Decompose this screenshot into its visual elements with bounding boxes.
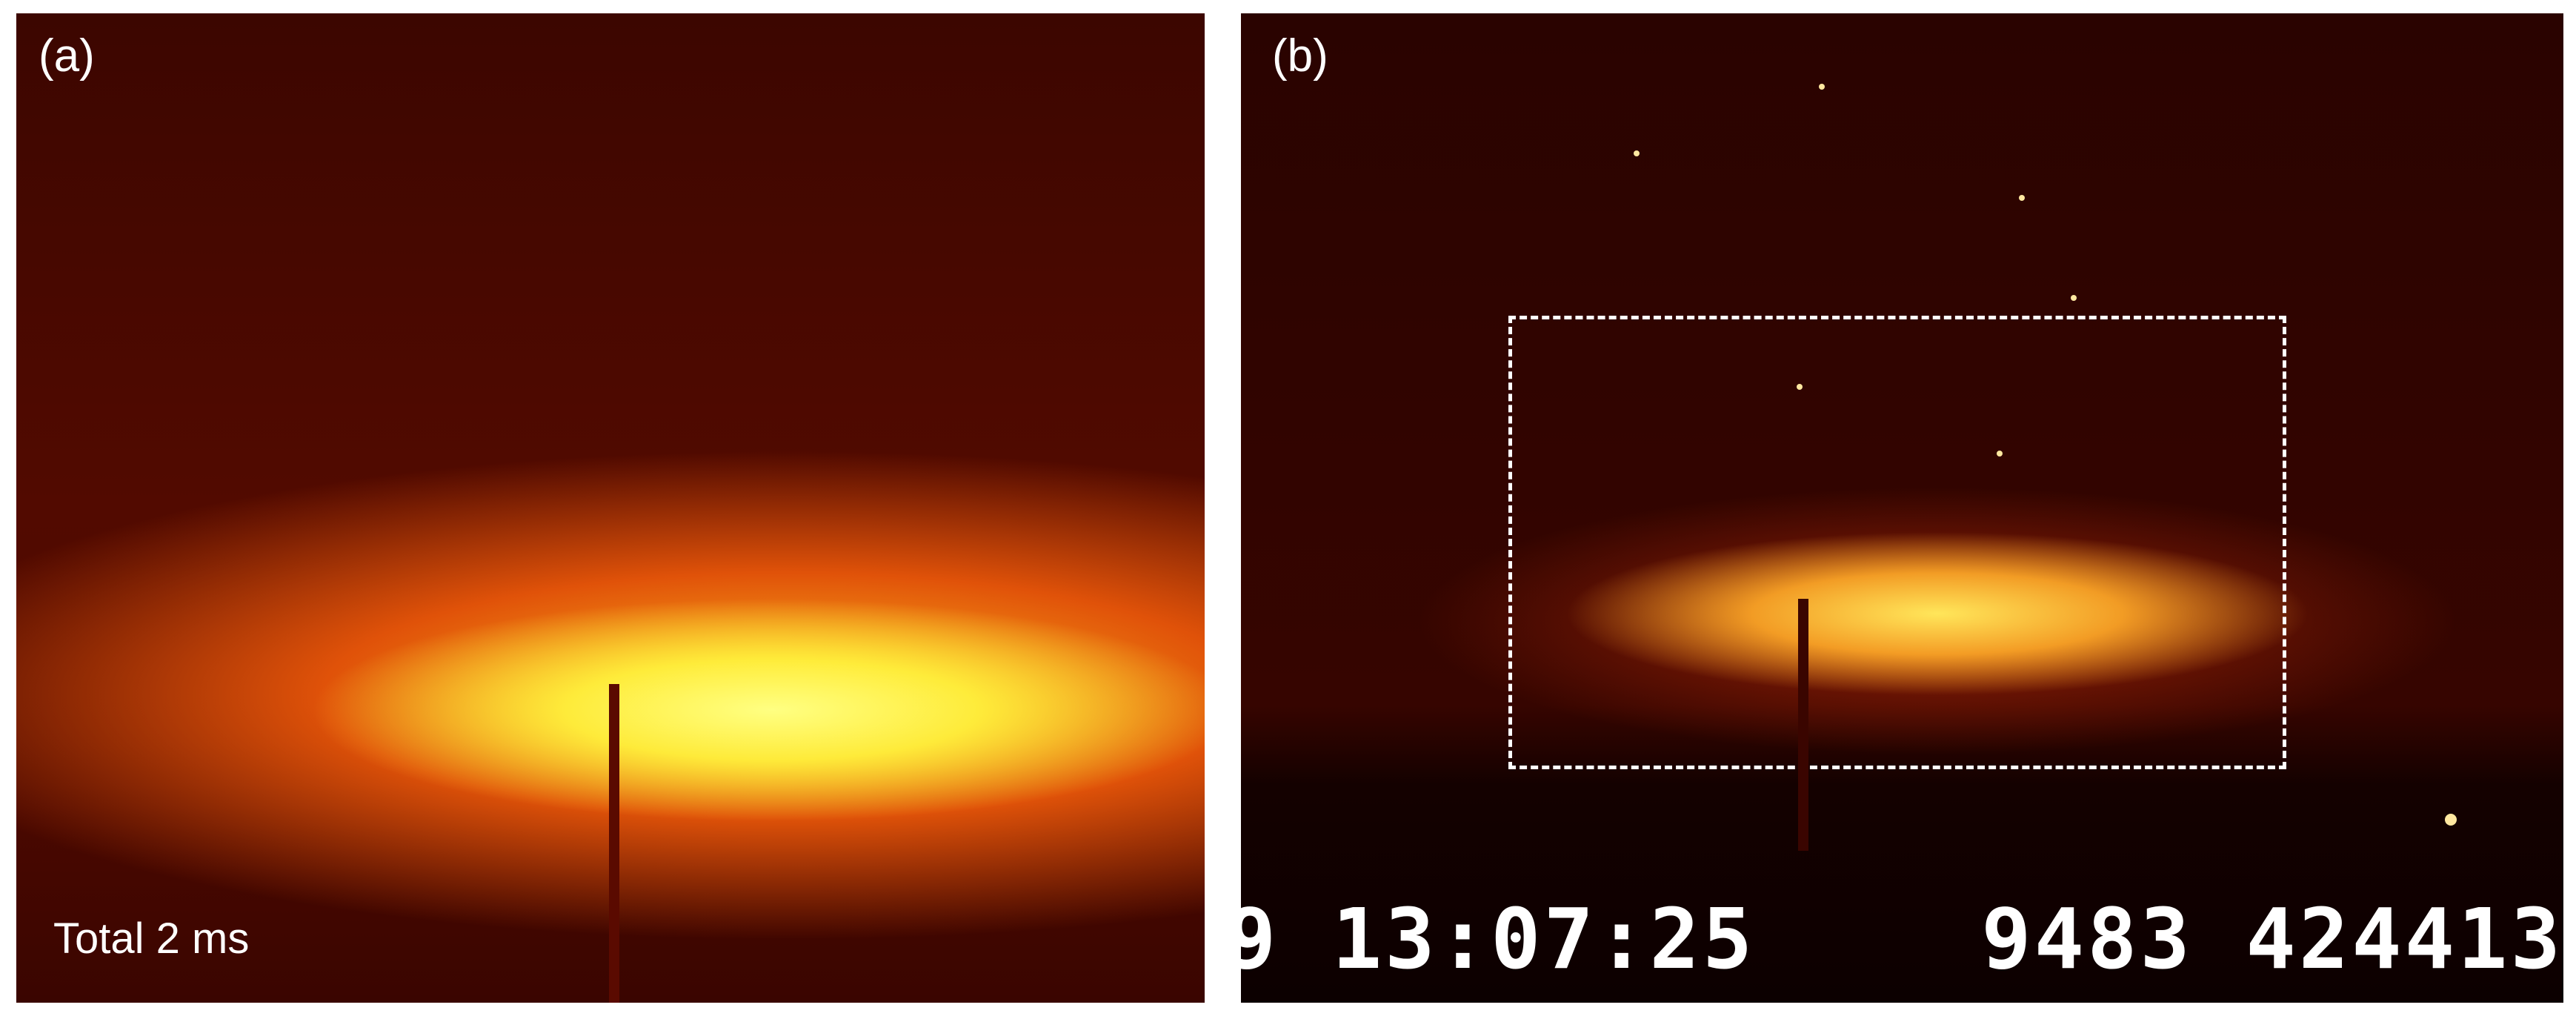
star <box>1634 150 1640 156</box>
star <box>2445 814 2457 826</box>
star <box>2019 195 2025 201</box>
timestamp: 9 13:07:25 <box>1241 892 1756 988</box>
pole <box>609 684 619 1003</box>
star <box>2071 295 2077 301</box>
frame-counter: 9483 424413 <box>1981 892 2563 988</box>
pole <box>1798 599 1808 851</box>
star <box>1819 84 1825 90</box>
panel-label: (a) <box>39 30 95 82</box>
image-panel-b: (b) 9 13:07:25 9483 424413 <box>1241 13 2563 1003</box>
image-panel-a: (a) Total 2 ms <box>16 13 1205 1003</box>
panel-label: (b) <box>1272 30 1328 82</box>
caption: Total 2 ms <box>53 915 250 963</box>
highlight-box <box>1508 316 2286 769</box>
star <box>1997 451 2003 457</box>
star <box>1797 384 1803 390</box>
